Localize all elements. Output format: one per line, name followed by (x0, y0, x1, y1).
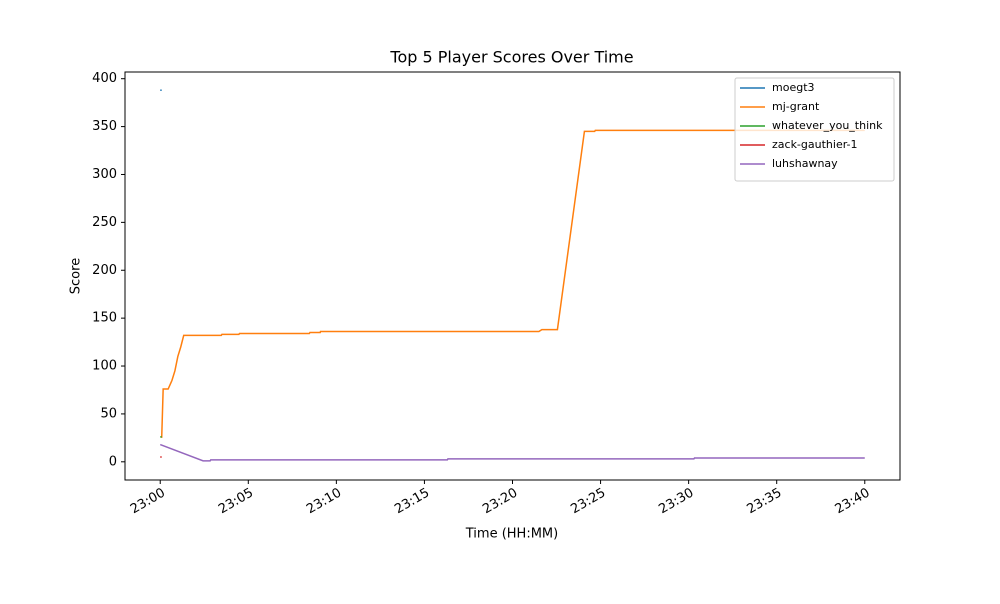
y-tick-label: 150 (92, 311, 117, 326)
x-axis-label: Time (HH:MM) (465, 527, 558, 542)
series-line (159, 443, 865, 462)
series-line (160, 129, 865, 438)
x-tick-label: 23:05 (216, 486, 256, 518)
y-tick-label: 100 (92, 359, 117, 374)
x-tick-label: 23:10 (304, 486, 344, 518)
legend-label: mj-grant (772, 100, 820, 113)
y-tick-label: 0 (109, 454, 117, 469)
y-tick-label: 200 (92, 263, 117, 278)
chart-title: Top 5 Player Scores Over Time (389, 48, 633, 67)
legend-label: luhshawnay (772, 157, 838, 170)
x-tick-label: 23:15 (392, 486, 432, 518)
y-axis-label: Score (69, 258, 84, 294)
y-tick-label: 350 (92, 119, 117, 134)
x-tick-label: 23:20 (480, 486, 520, 518)
x-tick-label: 23:25 (568, 486, 608, 518)
legend-box (734, 77, 895, 182)
x-tick-label: 23:40 (833, 486, 873, 518)
y-tick-label: 300 (92, 167, 117, 182)
legend-label: whatever_you_think (772, 119, 883, 132)
legend-label: moegt3 (772, 81, 815, 94)
y-tick-label: 400 (92, 71, 117, 86)
y-tick-label: 50 (100, 406, 117, 421)
legend-label: zack-gauthier-1 (772, 138, 858, 151)
x-tick-label: 23:35 (745, 486, 785, 518)
x-tick-label: 23:30 (656, 486, 696, 518)
x-tick-label: 23:00 (128, 486, 168, 518)
y-tick-label: 250 (92, 215, 117, 230)
